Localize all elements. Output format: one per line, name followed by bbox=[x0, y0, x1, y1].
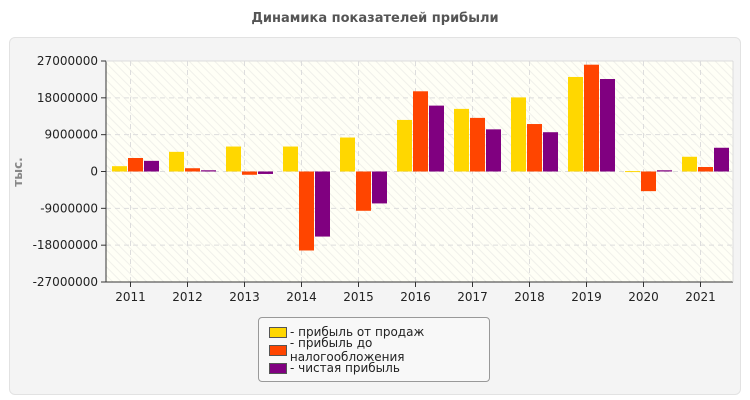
x-tick-label: 2016 bbox=[400, 290, 431, 304]
x-tick-label: 2021 bbox=[685, 290, 716, 304]
y-tick-label: 0 bbox=[90, 165, 98, 179]
bar-2017-series-1 bbox=[454, 108, 469, 172]
bar-2013-series-3 bbox=[258, 171, 273, 174]
bar-2021-series-1 bbox=[682, 156, 697, 172]
y-tick-label: 9000000 bbox=[45, 128, 98, 142]
bar-2012-series-3 bbox=[201, 170, 216, 172]
legend: - прибыль от продаж - прибыль до налогооб… bbox=[258, 317, 490, 382]
bar-2013-series-1 bbox=[226, 146, 241, 172]
bar-2014-series-1 bbox=[283, 146, 298, 172]
bar-2016-series-3 bbox=[429, 105, 444, 172]
x-tick-label: 2011 bbox=[115, 290, 146, 304]
bar-2020-series-2 bbox=[641, 171, 656, 192]
bar-2014-series-2 bbox=[299, 171, 314, 251]
legend-label: - прибыль до налогообложения bbox=[289, 336, 405, 364]
y-tick-label: -18000000 bbox=[33, 238, 98, 252]
bar-2018-series-1 bbox=[511, 97, 526, 172]
bar-2020-series-1 bbox=[625, 171, 640, 173]
bar-2017-series-3 bbox=[486, 129, 501, 172]
bar-2021-series-3 bbox=[714, 147, 729, 172]
bar-2012-series-1 bbox=[169, 151, 184, 172]
bar-2011-series-1 bbox=[112, 166, 127, 172]
legend-item: - чистая прибыль bbox=[269, 359, 489, 377]
x-tick-label: 2015 bbox=[343, 290, 374, 304]
y-axis-label: тыс. bbox=[11, 157, 25, 186]
x-tick-label: 2020 bbox=[628, 290, 659, 304]
bar-2011-series-3 bbox=[144, 160, 159, 172]
legend-swatch bbox=[269, 344, 287, 356]
y-tick-label: -9000000 bbox=[40, 201, 98, 215]
chart-title: Динамика показателей прибыли bbox=[251, 11, 499, 26]
bar-2019-series-1 bbox=[568, 76, 583, 172]
bar-2019-series-2 bbox=[584, 64, 599, 172]
bar-2016-series-1 bbox=[397, 119, 412, 172]
legend-item: - прибыль от продаж bbox=[269, 323, 489, 341]
bar-2020-series-3 bbox=[657, 170, 672, 172]
legend-swatch bbox=[269, 326, 287, 338]
bar-2018-series-2 bbox=[527, 124, 542, 172]
y-tick-label: -27000000 bbox=[33, 275, 98, 289]
x-tick-label: 2017 bbox=[457, 290, 488, 304]
x-tick-label: 2013 bbox=[229, 290, 260, 304]
bar-2015-series-2 bbox=[356, 171, 371, 211]
bar-2019-series-3 bbox=[600, 79, 615, 172]
bar-2018-series-3 bbox=[543, 132, 558, 172]
legend-label: - прибыль от продаж bbox=[290, 325, 425, 339]
x-tick-label: 2018 bbox=[514, 290, 545, 304]
bar-2015-series-1 bbox=[340, 137, 355, 172]
bar-2016-series-2 bbox=[413, 91, 428, 172]
bar-2021-series-2 bbox=[698, 166, 713, 172]
bar-2011-series-2 bbox=[128, 157, 143, 172]
legend-item: - прибыль до налогообложения bbox=[269, 336, 489, 364]
legend-label: - чистая прибыль bbox=[290, 361, 400, 375]
bar-2015-series-3 bbox=[372, 171, 387, 204]
legend-swatch bbox=[269, 362, 287, 374]
x-tick-label: 2014 bbox=[286, 290, 317, 304]
bar-2012-series-2 bbox=[185, 168, 200, 172]
x-tick-label: 2012 bbox=[172, 290, 203, 304]
bar-2013-series-2 bbox=[242, 171, 257, 175]
y-tick-label: 27000000 bbox=[37, 54, 98, 68]
y-tick-label: 18000000 bbox=[37, 91, 98, 105]
x-tick-label: 2019 bbox=[571, 290, 602, 304]
bar-2014-series-3 bbox=[315, 171, 330, 237]
bar-2017-series-2 bbox=[470, 117, 485, 172]
